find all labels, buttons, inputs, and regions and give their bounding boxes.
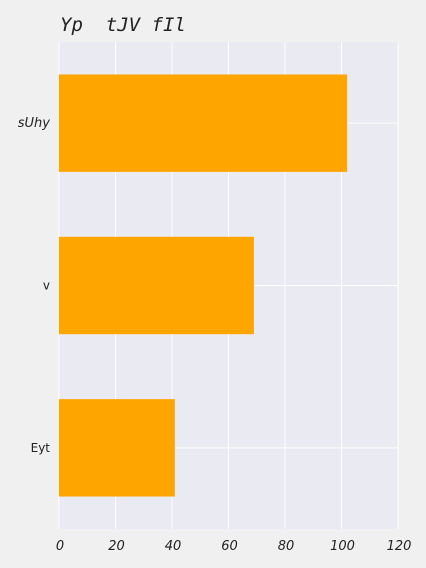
bar-sUhy [59, 74, 348, 172]
x-tick-label: 40 [165, 539, 182, 554]
y-tick-label: Eyt [31, 441, 51, 455]
x-tick-label: 100 [330, 539, 355, 554]
y-axis-ticks: sUhy v Eyt [18, 116, 51, 455]
x-tick-label: 120 [387, 539, 412, 554]
x-axis-ticks: 0 20 40 60 80 100 120 [56, 539, 412, 554]
bars [59, 74, 348, 497]
x-tick-label: 20 [108, 539, 125, 554]
x-tick-label: 60 [221, 539, 238, 554]
bar-Eyt [59, 399, 175, 497]
y-tick-label: sUhy [18, 116, 51, 131]
chart-title: Yp tJV fIl [60, 14, 186, 36]
y-tick-label: v [43, 279, 50, 293]
bar-v [59, 236, 254, 335]
x-tick-label: 0 [56, 539, 64, 554]
x-tick-label: 80 [278, 539, 295, 554]
